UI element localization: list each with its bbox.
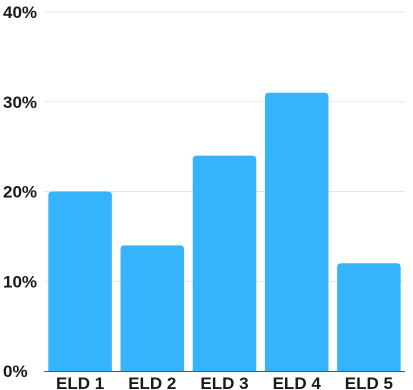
x-category-label: ELD 2 <box>128 374 176 390</box>
bar-5 <box>337 263 401 371</box>
x-category-label: ELD 5 <box>345 374 393 390</box>
x-axis-categories: ELD 1 ELD 2 ELD 3 ELD 4 ELD 5 <box>56 374 393 390</box>
y-tick-label: 0% <box>3 362 28 381</box>
bar-2 <box>120 245 185 371</box>
bar-4 <box>264 92 329 372</box>
x-category-label: ELD 1 <box>56 374 104 390</box>
y-tick-label: 30% <box>3 93 37 112</box>
bar-1 <box>48 191 112 371</box>
x-category-label: ELD 3 <box>200 374 248 390</box>
bar-3 <box>192 155 257 371</box>
y-tick-label: 20% <box>3 183 37 202</box>
x-category-label: ELD 4 <box>273 374 322 390</box>
y-tick-label: 40% <box>3 3 37 22</box>
y-tick-label: 10% <box>3 272 37 291</box>
y-axis-ticks: 0% 10% 20% 30% 40% <box>3 3 37 381</box>
bars <box>48 92 401 372</box>
